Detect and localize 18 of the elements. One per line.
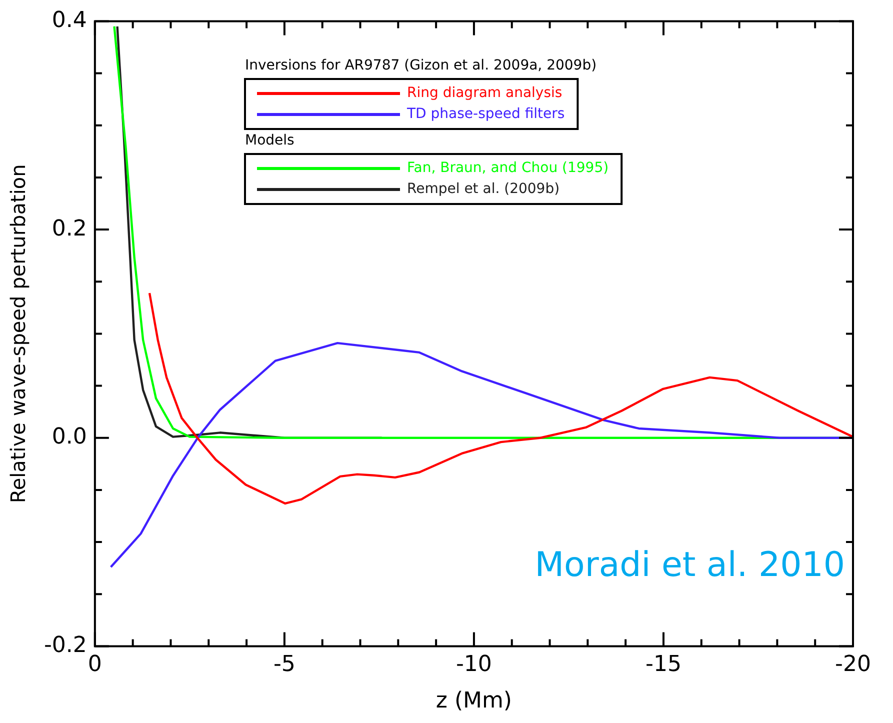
- text: Ring diagram analysis: [407, 85, 562, 102]
- x-tick-label: -20: [835, 652, 871, 678]
- y-tick-label: 0.2: [52, 216, 87, 242]
- annotation: Models: [245, 132, 294, 149]
- x-tick-label: 0: [88, 652, 102, 678]
- x-tick-label: -10: [456, 652, 492, 678]
- legend-title: Inversions for AR9787 (Gizon et al. 2009a, 2009b): [245, 58, 597, 74]
- x-tick-label: -5: [273, 652, 296, 678]
- y-tick-label: 0.0: [52, 424, 87, 450]
- y-axis-title: Relative wave-speed perturbation: [6, 164, 30, 504]
- text: TD phase-speed filters: [406, 106, 565, 122]
- annotation: Moradi et al. 2010: [534, 545, 845, 585]
- x-axis-title: z (Mm): [436, 688, 512, 714]
- x-tick-label: -15: [646, 652, 682, 678]
- text: Fan, Braun, and Chou (1995): [407, 160, 609, 176]
- text: Rempel et al. (2009b): [407, 181, 560, 198]
- y-tick-label: 0.4: [52, 8, 87, 33]
- y-tick-label: -0.2: [44, 632, 87, 658]
